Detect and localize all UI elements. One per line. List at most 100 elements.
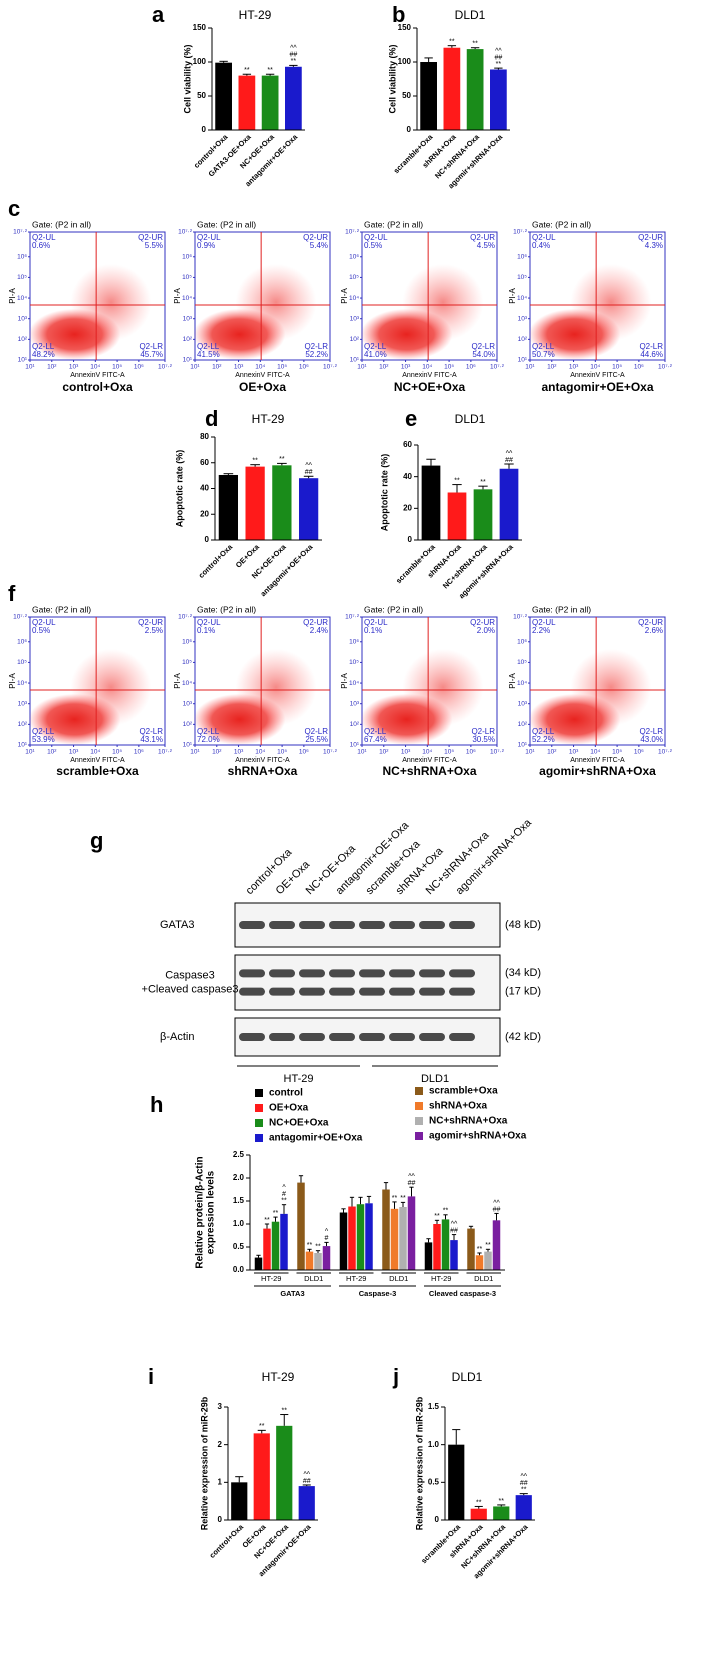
quadrant-name: Q2-UL: [364, 618, 388, 627]
bar: [399, 1206, 407, 1270]
x-tick-label: antagomir+OE+Oxa: [259, 542, 315, 598]
quadrant-name: Q2-LL: [32, 727, 55, 736]
bar: [339, 1212, 348, 1270]
y-tick-label: 10¹: [18, 357, 28, 364]
quadrant-name: Q2-LR: [304, 342, 328, 351]
y-tick-label: 2.5: [233, 1150, 245, 1159]
x-tick-label: 10³: [234, 364, 244, 371]
plot-caption: scramble+Oxa: [56, 764, 139, 778]
y-tick-label: 150: [398, 23, 412, 32]
x-axis-label: AnnexinV FITC-A: [70, 372, 125, 379]
x-tick-label: HT-29: [431, 1274, 451, 1283]
y-tick-label: 10³: [518, 700, 528, 707]
y-tick-label: 10¹: [350, 742, 360, 749]
y-tick-label: 10³: [350, 315, 360, 322]
bar: [450, 1240, 458, 1270]
band: [239, 987, 265, 996]
x-tick-label: 10²: [379, 364, 389, 371]
chart-title: HT-29: [262, 1370, 295, 1384]
y-tick-label: 10⁶: [349, 253, 359, 260]
quadrant-percent: 0.5%: [364, 241, 382, 250]
plot-caption: OE+Oxa: [239, 380, 286, 394]
y-tick-label: 10⁶: [17, 638, 27, 645]
quadrant-percent: 4.5%: [477, 241, 495, 250]
significance-mark: ^^: [493, 1200, 500, 1207]
gate-label: Gate: (P2 in all): [32, 604, 91, 614]
y-tick-label: 60: [403, 440, 412, 449]
panel-letter: e: [405, 406, 417, 431]
x-tick-label: 10⁷·²: [158, 364, 173, 371]
gate-label: Gate: (P2 in all): [32, 219, 91, 229]
y-tick-label: 10⁴: [349, 680, 359, 687]
x-tick-label: 10¹: [525, 364, 535, 371]
x-tick-label: 10¹: [25, 364, 35, 371]
legend-swatch: [415, 1117, 423, 1125]
x-tick-label: 10²: [547, 364, 557, 371]
y-tick-label: 10⁴: [182, 680, 192, 687]
x-tick-label: 10⁶: [299, 364, 309, 371]
chart-title: DLD1: [455, 412, 486, 426]
band-size: (17 kD): [505, 986, 541, 998]
band: [359, 921, 385, 929]
x-tick-label: 10⁷·²: [490, 749, 505, 756]
x-tick-label: 10¹: [190, 364, 200, 371]
y-tick-label: 10²: [518, 721, 528, 728]
significance-mark: **: [291, 58, 297, 65]
y-tick-label: 10³: [183, 700, 193, 707]
quadrant-percent: 52.2%: [305, 350, 328, 359]
y-axis-label: Relative protein/β-Actin: [195, 1156, 206, 1268]
row-label: GATA3: [160, 919, 194, 931]
event-cloud: [70, 264, 152, 341]
gate-label: Gate: (P2 in all): [532, 219, 591, 229]
y-tick-label: 0: [218, 1515, 223, 1524]
y-tick-label: 10⁵: [182, 659, 192, 666]
quadrant-percent: 30.5%: [472, 735, 495, 744]
quadrant-name: Q2-LR: [139, 342, 163, 351]
band: [359, 987, 385, 996]
bar: [285, 66, 302, 130]
band: [269, 1033, 295, 1041]
x-tick-label: 10⁷·²: [490, 364, 505, 371]
significance-mark: **: [499, 1498, 505, 1505]
significance-mark: **: [267, 67, 273, 74]
bar: [382, 1189, 390, 1270]
legend-swatch: [415, 1132, 423, 1140]
chart-title: DLD1: [452, 1370, 483, 1384]
y-tick-label: 150: [193, 23, 207, 32]
group-label: Caspase-3: [359, 1289, 397, 1298]
bar: [298, 1486, 315, 1520]
quadrant-percent: 25.5%: [305, 735, 328, 744]
x-tick-label: 10⁴: [255, 749, 265, 756]
gate-label: Gate: (P2 in all): [364, 604, 423, 614]
y-tick-label: 10⁴: [517, 680, 527, 687]
y-tick-label: 10⁷·²: [178, 614, 193, 621]
plot-caption: antagomir+OE+Oxa: [541, 380, 653, 394]
quadrant-name: Q2-LL: [532, 342, 555, 351]
y-tick-label: 10⁴: [517, 295, 527, 302]
blot-frame: [234, 954, 501, 1011]
plot-caption: NC+shRNA+Oxa: [382, 764, 476, 778]
bar: [492, 1220, 501, 1270]
y-tick-label: 10³: [18, 315, 28, 322]
x-axis-label: AnnexinV FITC-A: [570, 372, 625, 379]
quadrant-percent: 53.9%: [32, 735, 55, 744]
y-tick-label: 10³: [183, 315, 193, 322]
significance-mark: ^: [282, 1185, 286, 1192]
y-tick-label: 0: [408, 535, 413, 544]
significance-mark: **: [279, 456, 285, 463]
event-cloud: [402, 264, 484, 341]
y-tick-label: 100: [398, 57, 412, 66]
band: [299, 921, 325, 929]
band: [299, 987, 325, 996]
y-tick-label: 40: [200, 484, 209, 493]
x-tick-label: HT-29: [261, 1274, 281, 1283]
quadrant-percent: 52.2%: [532, 735, 555, 744]
significance-mark: ##: [408, 1180, 416, 1187]
band: [449, 987, 475, 996]
y-tick-label: 10⁵: [349, 274, 359, 281]
x-tick-label: 10²: [212, 749, 222, 756]
bar: [470, 1508, 487, 1520]
significance-mark: **: [282, 1407, 288, 1414]
x-tick-label: 10²: [379, 749, 389, 756]
y-tick-label: 50: [402, 91, 411, 100]
